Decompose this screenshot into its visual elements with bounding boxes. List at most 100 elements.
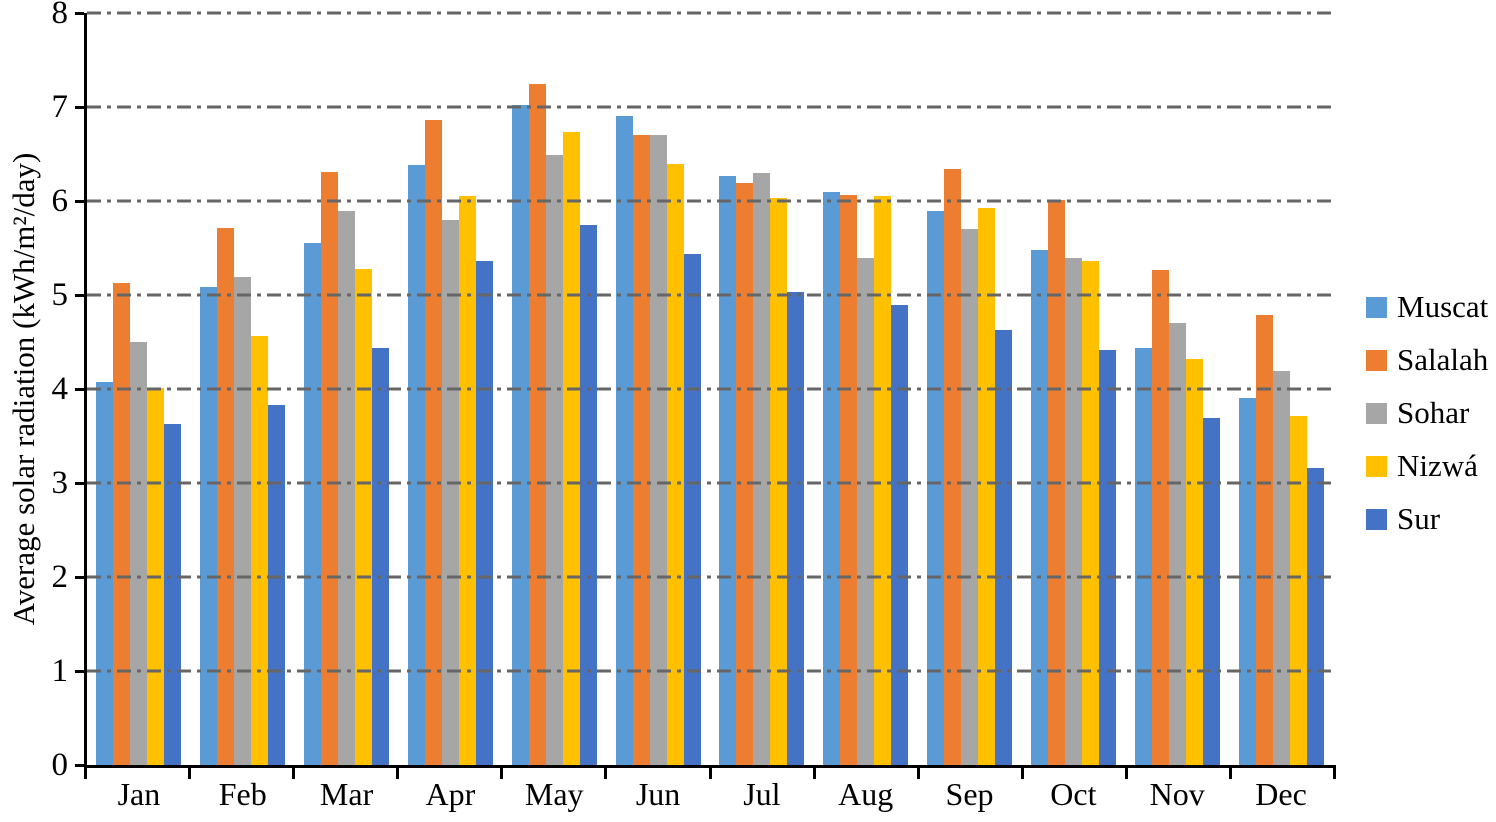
x-axis-tick-0 (84, 765, 87, 779)
bar-sohar-apr (441, 219, 459, 765)
x-label-apr: Apr (425, 776, 476, 812)
bar-nizwá-may (562, 132, 580, 765)
y-tick-label-3: 3 (51, 465, 69, 501)
x-label-jan: Jan (117, 776, 161, 812)
x-axis-tick-2 (292, 765, 296, 779)
legend-label-salalah: Salalah (1397, 342, 1489, 377)
bar-salalah-aug (840, 195, 858, 765)
bar-nizwá-feb (251, 336, 269, 765)
bar-muscat-may (511, 105, 529, 765)
bar-sohar-feb (234, 277, 252, 765)
y-axis-tick-4 (75, 387, 84, 391)
plot-area (87, 11, 1333, 765)
bar-sohar-sep (961, 229, 979, 765)
gridline-y-3 (87, 481, 1333, 485)
bar-sohar-jul (753, 172, 771, 765)
y-tick-label-1: 1 (51, 653, 69, 689)
bar-sur-sep (995, 329, 1013, 765)
bar-nizwá-jun (666, 164, 684, 765)
bar-sur-apr (475, 261, 493, 765)
bar-sur-jun (683, 253, 701, 765)
legend-swatch-sohar (1366, 402, 1387, 424)
legend-swatch-muscat (1366, 296, 1387, 318)
bar-nizwá-mar (355, 268, 373, 765)
legend-label-sur: Sur (1397, 501, 1441, 536)
bar-muscat-mar (304, 243, 322, 765)
legend-item-sur: Sur (1366, 503, 1488, 535)
bar-sohar-jan (130, 342, 148, 765)
bar-group-mar (295, 13, 399, 765)
y-tick-label-5: 5 (51, 277, 69, 313)
bar-group-may (502, 13, 606, 765)
y-tick-label-8: 8 (51, 0, 69, 31)
x-label-nov: Nov (1149, 776, 1205, 812)
bar-salalah-jan (113, 282, 131, 765)
bar-muscat-nov (1134, 347, 1152, 765)
x-label-mar: Mar (319, 776, 374, 812)
legend-label-muscat: Muscat (1397, 289, 1489, 324)
bar-sur-jan (164, 423, 182, 765)
bar-sohar-aug (857, 258, 875, 765)
bar-nizwá-oct (1081, 261, 1099, 765)
bar-group-aug (814, 13, 918, 765)
bar-salalah-feb (217, 228, 235, 765)
bar-sur-dec (1306, 467, 1324, 765)
bar-group-sep (918, 13, 1022, 765)
y-axis-tick-1 (75, 669, 84, 673)
x-label-oct: Oct (1050, 776, 1097, 812)
x-axis-tick-3 (396, 765, 400, 779)
bar-salalah-apr (424, 120, 442, 765)
x-label-jul: Jul (743, 776, 781, 812)
x-axis-tick-1 (188, 765, 192, 779)
bar-nizwá-nov (1185, 358, 1203, 765)
bar-muscat-sep (927, 211, 945, 765)
gridline-y-6 (87, 199, 1333, 203)
bar-muscat-feb (200, 286, 218, 765)
y-axis-tick-5 (75, 293, 84, 297)
x-axis-tick-7 (812, 765, 816, 779)
bar-nizwá-aug (874, 196, 892, 765)
bar-salalah-dec (1255, 314, 1273, 765)
x-axis-tick-10 (1124, 765, 1128, 779)
bar-nizwá-dec (1289, 416, 1307, 765)
bar-sohar-oct (1064, 258, 1082, 765)
bar-sur-feb (268, 404, 286, 765)
bar-group-jul (710, 13, 814, 765)
legend: Muscat Salalah Sohar Nizwá Sur (1366, 291, 1488, 535)
y-axis-tick-2 (75, 575, 84, 579)
bar-sohar-nov (1168, 323, 1186, 765)
gridline-y-4 (87, 387, 1333, 391)
x-axis-tick-6 (708, 765, 712, 779)
legend-label-sohar: Sohar (1397, 395, 1470, 430)
gridline-y-7 (87, 105, 1333, 109)
bar-muscat-dec (1238, 398, 1256, 765)
bar-sur-aug (891, 305, 909, 765)
x-axis-tick-5 (604, 765, 608, 779)
bar-salalah-jul (736, 183, 754, 765)
bar-sohar-dec (1272, 371, 1290, 765)
gridline-y-8 (87, 11, 1333, 15)
bar-group-nov (1125, 13, 1229, 765)
bar-sohar-jun (649, 135, 667, 765)
y-axis-line (84, 13, 87, 768)
x-label-feb: Feb (218, 776, 267, 812)
legend-swatch-nizwá (1366, 455, 1387, 477)
bar-muscat-oct (1030, 249, 1048, 765)
y-axis-tick-8 (75, 11, 84, 15)
bar-salalah-sep (944, 169, 962, 765)
x-axis-labels: Jan Feb Mar Apr May Jun Jul Aug Sep Oct Nov Dec (87, 776, 1333, 813)
y-axis-tick-3 (75, 481, 84, 485)
bar-group-dec (1229, 13, 1333, 765)
x-label-may: May (524, 776, 584, 812)
y-tick-label-0: 0 (51, 747, 69, 783)
bar-salalah-mar (321, 171, 339, 765)
bar-salalah-may (528, 83, 546, 765)
x-axis-tick-8 (916, 765, 920, 779)
legend-swatch-sur (1366, 508, 1387, 530)
gridline-y-5 (87, 293, 1333, 297)
bar-muscat-apr (407, 165, 425, 765)
legend-label-nizwá: Nizwá (1397, 448, 1478, 483)
bar-sohar-mar (338, 211, 356, 765)
x-label-sep: Sep (945, 776, 994, 812)
y-tick-label-4: 4 (51, 371, 69, 407)
